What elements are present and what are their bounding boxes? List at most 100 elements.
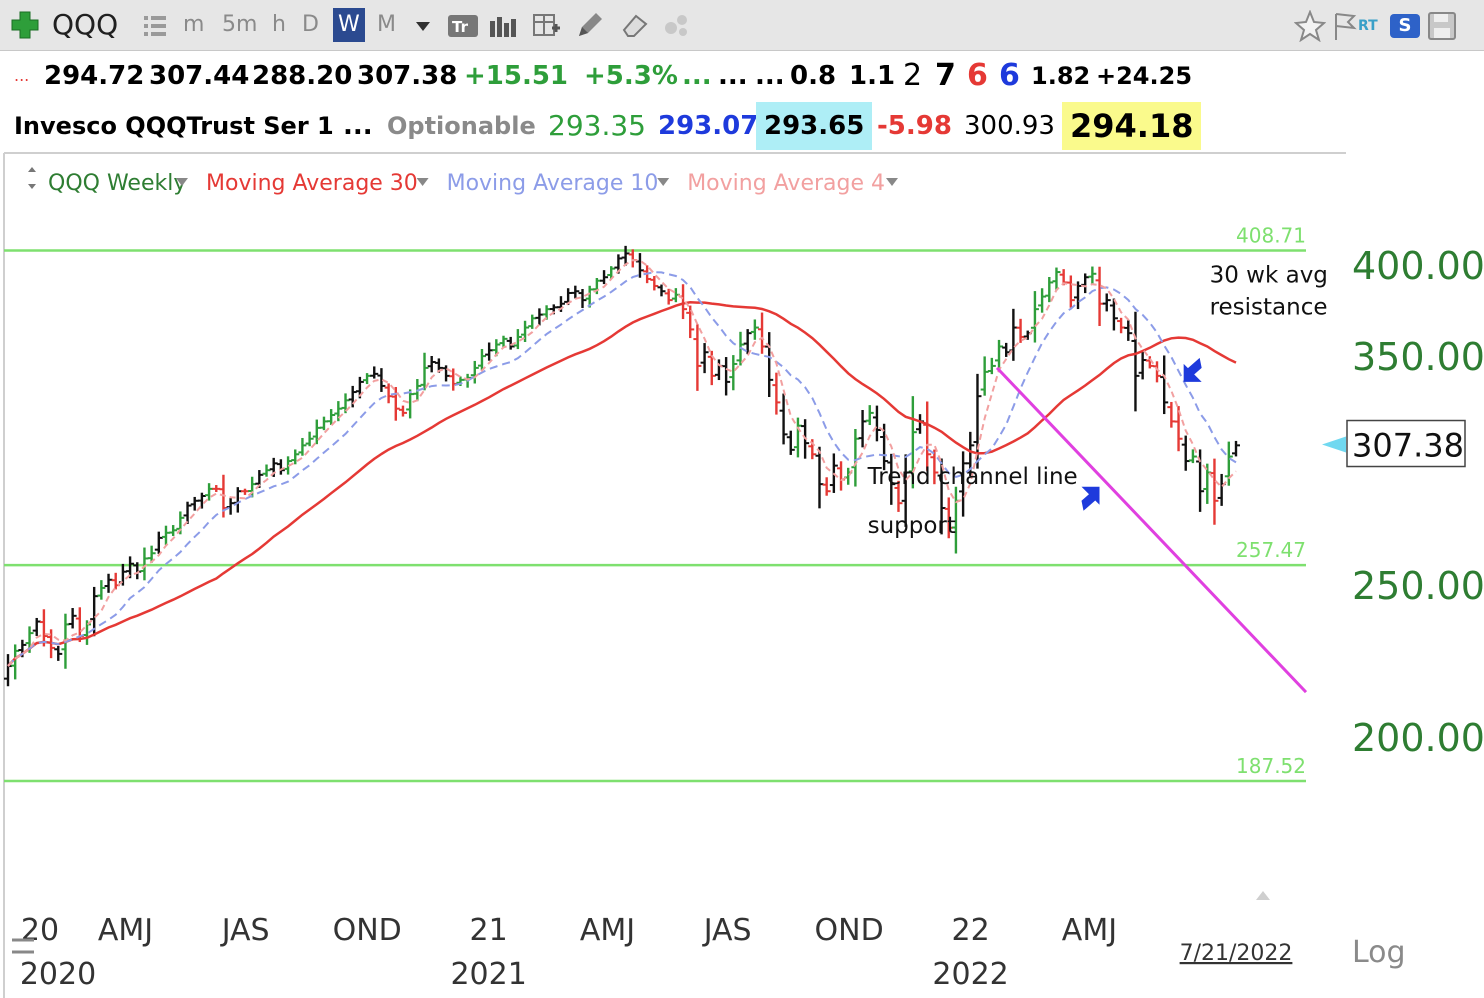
star-icon[interactable]: [1294, 10, 1326, 42]
price-bar: [212, 485, 221, 492]
bar-chart-icon[interactable]: [488, 13, 518, 39]
price-bar: [657, 284, 666, 297]
price-bar: [693, 324, 702, 391]
price-bar: [650, 276, 659, 291]
level-label: 257.47: [1236, 538, 1306, 562]
price-bar: [851, 429, 860, 487]
scroll-up-icon: [1256, 891, 1270, 900]
toolbar: QQQ m 5m h D W M Tr RT S: [0, 0, 1484, 51]
price-bar: [377, 368, 386, 392]
x-year-label: 2021: [450, 957, 526, 992]
price-bar: [1153, 361, 1162, 383]
swap-icon: [12, 938, 34, 954]
level-label: 187.52: [1236, 754, 1306, 778]
price-bar: [908, 396, 917, 489]
price-bar: [370, 366, 379, 379]
price-bar: [542, 305, 551, 320]
price-bar: [1188, 449, 1197, 464]
price-bar: [1203, 463, 1212, 504]
timeframe-d[interactable]: D: [302, 12, 319, 37]
price-bar: [1138, 351, 1147, 380]
legend-item[interactable]: Moving Average 4: [687, 171, 885, 196]
dropdown-icon[interactable]: [414, 18, 432, 36]
legend-item[interactable]: Moving Average 30: [206, 171, 418, 196]
quote-p5: 300.93: [964, 111, 1055, 141]
price-pointer-icon: [1322, 436, 1346, 453]
price-bar: [1045, 276, 1054, 303]
price-bar: [930, 449, 939, 485]
optionable-label: Optionable: [387, 112, 536, 140]
quote-change: +15.51: [464, 61, 569, 91]
price-bar: [822, 477, 831, 496]
x-tick-label: OND: [815, 913, 884, 948]
x-tick-label: AMJ: [1062, 913, 1117, 948]
ma10-line: [7, 271, 1237, 667]
price-bar: [420, 352, 429, 391]
add-icon[interactable]: [10, 10, 40, 40]
quote-v3: 1.82: [1031, 62, 1091, 90]
quote-dots-4: ...: [755, 61, 785, 91]
realtime-icon[interactable]: RT: [1358, 18, 1378, 34]
timeframe-m[interactable]: m: [183, 12, 205, 37]
price-bar: [485, 342, 494, 361]
quote-v1: 0.8: [790, 61, 837, 91]
x-tick-label: 20: [21, 913, 59, 948]
level-label: 408.71: [1236, 224, 1306, 248]
price-bar: [305, 431, 314, 447]
price-bar: [513, 329, 522, 350]
price-bar: [765, 332, 774, 398]
price-bar: [406, 389, 415, 419]
x-tick-label: JAS: [702, 913, 752, 948]
price-bar: [1088, 266, 1097, 285]
price-bar: [427, 356, 436, 373]
price-bar: [68, 608, 77, 629]
chart-annotation: 30 wk avg: [1210, 262, 1328, 288]
quote-p1: 293.35: [548, 109, 646, 142]
ma4-line: [7, 259, 1237, 667]
flag-icon[interactable]: [1332, 10, 1358, 42]
trend-channel-line: [995, 366, 1308, 694]
settings-icon[interactable]: S: [1390, 14, 1420, 38]
legend-item[interactable]: QQQ Weekly: [48, 171, 186, 196]
timeframe-month[interactable]: M: [377, 12, 396, 37]
price-bar: [1030, 291, 1039, 343]
timeframe-5m[interactable]: 5m: [222, 12, 258, 37]
price-bar: [722, 357, 731, 396]
price-bar: [815, 446, 824, 509]
quote-p3: 293.65: [756, 102, 873, 150]
price-bar: [1124, 319, 1133, 341]
y-tick-label: 200.00: [1352, 716, 1484, 760]
price-bar: [1174, 406, 1183, 452]
price-bar: [233, 487, 242, 513]
quote-high: 307.44: [149, 61, 250, 91]
symbol-label[interactable]: QQQ: [52, 8, 119, 41]
x-tick-label: JAS: [220, 913, 270, 948]
price-bar: [161, 525, 170, 545]
price-bar: [729, 355, 738, 391]
save-icon[interactable]: [1426, 10, 1458, 42]
timeframe-w[interactable]: W: [333, 8, 365, 42]
price-bar: [327, 409, 336, 425]
cluster-icon[interactable]: [662, 10, 692, 40]
price-bar: [887, 453, 896, 505]
price-bar: [312, 419, 321, 445]
price-bar: [772, 372, 781, 415]
price-bar: [880, 423, 889, 471]
x-end-date-label: 7/21/2022: [1180, 941, 1293, 966]
price-bar: [995, 339, 1004, 371]
price-bar: [262, 464, 271, 477]
quote-open: 294.72: [44, 61, 145, 91]
text-tool-icon[interactable]: Tr: [447, 13, 479, 39]
price-bar: [126, 556, 135, 579]
y-tick-label: 250.00: [1352, 564, 1484, 608]
list-icon[interactable]: [142, 13, 168, 39]
price-bar: [226, 498, 235, 515]
timeframe-h[interactable]: h: [272, 12, 286, 37]
pencil-icon[interactable]: [575, 10, 605, 40]
eraser-icon[interactable]: [620, 10, 650, 40]
legend-item[interactable]: Moving Average 10: [447, 171, 659, 196]
quote-dots-2: ...: [682, 61, 712, 91]
price-bar: [872, 405, 881, 442]
grid-add-icon[interactable]: [532, 12, 562, 40]
